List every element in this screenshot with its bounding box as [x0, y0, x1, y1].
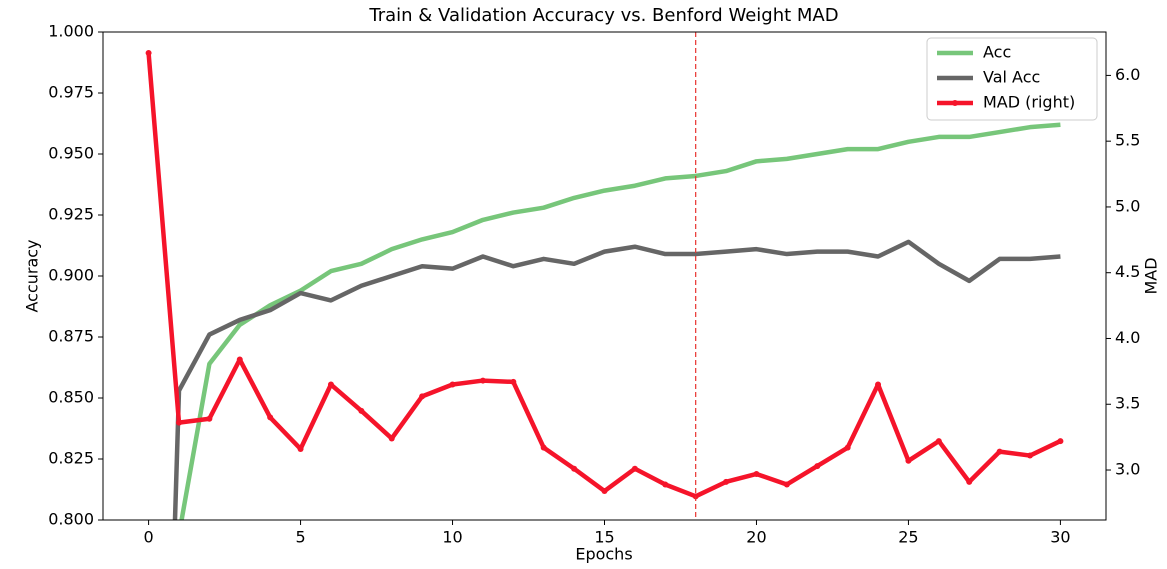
y2-tick-label: 6.0 — [1115, 65, 1140, 84]
point — [236, 356, 243, 363]
legend-label: Val Acc — [983, 68, 1040, 87]
point — [905, 457, 912, 464]
y2-tick-label: 4.0 — [1115, 328, 1140, 347]
chart-title: Train & Validation Accuracy vs. Benford … — [368, 5, 838, 26]
y2-tick-label: 4.5 — [1115, 262, 1140, 281]
x-tick-label: 15 — [594, 528, 614, 547]
point — [844, 444, 851, 451]
legend-marker — [952, 100, 958, 106]
point — [875, 381, 882, 388]
point — [601, 488, 608, 495]
point — [449, 381, 456, 388]
point — [753, 470, 760, 477]
y-tick-label: 0.975 — [48, 83, 94, 102]
point — [631, 465, 638, 472]
point — [175, 419, 182, 426]
y2-axis-label: MAD — [1142, 257, 1161, 294]
point — [662, 481, 669, 488]
y2-tick-label: 3.0 — [1115, 460, 1140, 479]
y-axis-label: Accuracy — [23, 239, 42, 312]
series-line — [146, 52, 1062, 499]
point — [327, 381, 334, 388]
point — [510, 378, 517, 385]
point — [1027, 452, 1034, 459]
point — [1057, 438, 1064, 445]
legend: Acc Val Acc MAD (right) — [926, 37, 1098, 121]
point — [723, 478, 730, 485]
legend-box — [926, 37, 1098, 121]
y2-tick-label: 3.5 — [1115, 394, 1140, 413]
y2-tick-label: 5.0 — [1115, 196, 1140, 215]
point — [206, 415, 213, 422]
point — [571, 465, 578, 472]
x-tick-label: 30 — [1050, 528, 1070, 547]
point — [297, 445, 304, 452]
x-tick-label: 20 — [746, 528, 766, 547]
y-tick-label: 0.950 — [48, 144, 94, 163]
plot-area — [145, 32, 1064, 520]
point — [358, 407, 365, 414]
point — [479, 377, 486, 384]
legend-label: MAD (right) — [983, 93, 1075, 112]
point — [419, 393, 426, 400]
point — [996, 448, 1003, 455]
x-tick-label: 0 — [143, 528, 153, 547]
point — [267, 414, 274, 421]
y-tick-label: 0.850 — [48, 388, 94, 407]
point — [145, 50, 152, 57]
point — [783, 481, 790, 488]
y2-tick-label: 5.5 — [1115, 131, 1140, 150]
point — [388, 435, 395, 442]
point — [966, 478, 973, 485]
y-tick-label: 0.900 — [48, 266, 94, 285]
point — [935, 438, 942, 445]
x-axis-label: Epochs — [575, 545, 632, 564]
x-tick-label: 10 — [442, 528, 462, 547]
point — [814, 463, 821, 470]
legend-label: Acc — [983, 43, 1011, 62]
series-line — [172, 239, 1061, 520]
series-line — [179, 122, 1061, 520]
y-tick-label: 1.000 — [48, 22, 94, 41]
y-tick-label: 0.925 — [48, 205, 94, 224]
x-tick-label: 25 — [898, 528, 918, 547]
point — [540, 444, 547, 451]
y-tick-label: 0.875 — [48, 327, 94, 346]
y-tick-label: 0.800 — [48, 510, 94, 529]
x-tick-label: 5 — [295, 528, 305, 547]
y-tick-label: 0.825 — [48, 449, 94, 468]
